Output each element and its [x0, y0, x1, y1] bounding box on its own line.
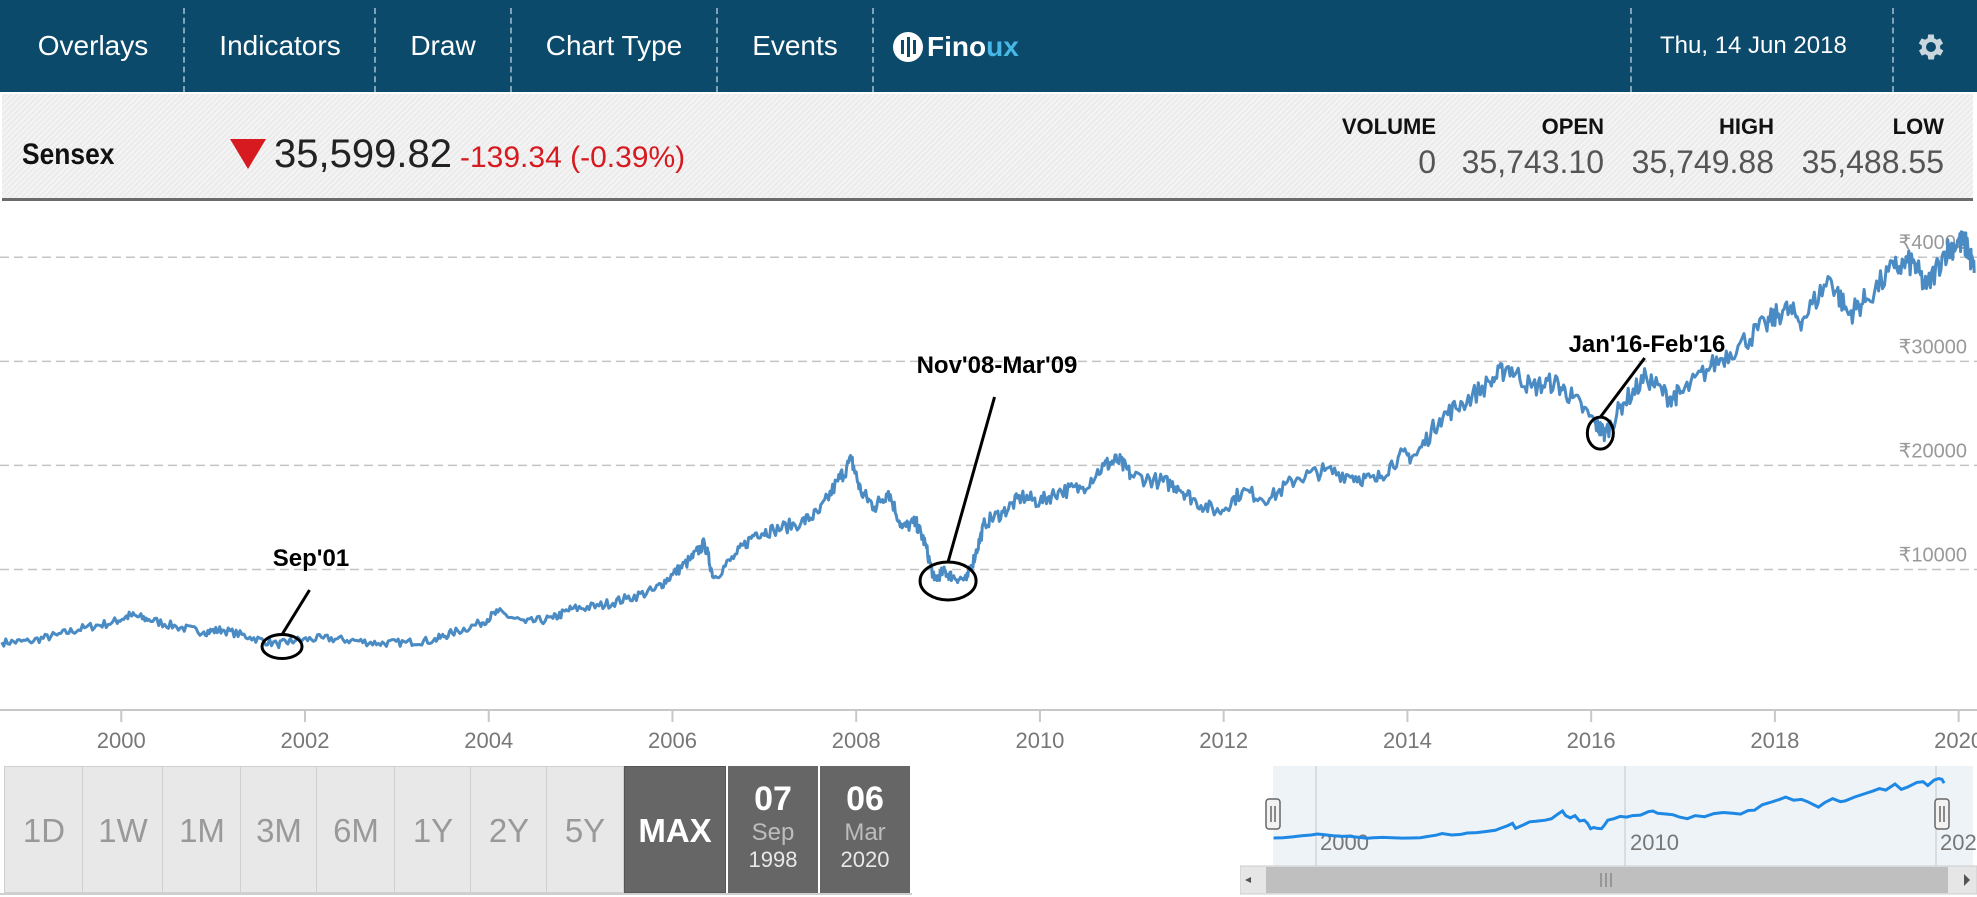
menu-overlays[interactable]: Overlays [37, 30, 149, 61]
menu-chart-type[interactable]: Chart Type [545, 30, 683, 61]
annotation-label: Jan'16-Feb'16 [1569, 331, 1726, 358]
stat-label-open: OPEN [1541, 114, 1604, 139]
scroll-left-icon[interactable] [1245, 877, 1251, 883]
to-month: Mar [844, 819, 886, 846]
top-nav: Overlays Indicators Draw Chart Type Even… [0, 0, 1977, 92]
range-1m-button[interactable]: 1M [162, 766, 242, 893]
quote-bar: Sensex 35,599.82 -139.34 (-0.39%) VOLUME… [2, 94, 1973, 201]
nav-divider [183, 8, 185, 92]
logo-text: Fino [927, 31, 987, 62]
nav-divider [1630, 8, 1632, 92]
x-tick-label: 2000 [97, 728, 146, 753]
y-tick-label: ₹10000 [1899, 544, 1967, 566]
range-to-date[interactable]: 06 Mar 2020 [820, 766, 910, 893]
x-tick-label: 2014 [1383, 728, 1432, 753]
nav-divider [1892, 8, 1894, 92]
x-tick-label: 2006 [648, 728, 697, 753]
menu-events[interactable]: Events [752, 30, 838, 61]
x-tick-label: 2008 [832, 728, 881, 753]
range-1w-button[interactable]: 1W [82, 766, 164, 893]
annotation-circle [918, 560, 978, 602]
navigator-label: 2010 [1630, 830, 1679, 855]
x-tick-label: 2004 [464, 728, 513, 753]
stat-label-high: HIGH [1719, 114, 1774, 139]
from-month: Sep [751, 819, 795, 846]
last-price: 35,599.82 [274, 132, 452, 176]
menu-indicators[interactable]: Indicators [219, 30, 341, 61]
range-from-date[interactable]: 07 Sep 1998 [728, 766, 818, 893]
y-tick-label: ₹30000 [1899, 336, 1967, 358]
x-tick-label: 2016 [1567, 728, 1616, 753]
annotation-pointer [280, 589, 311, 636]
annotation-circle [260, 633, 304, 661]
series-line [0, 230, 1976, 650]
navigator-label: 202 [1940, 830, 1977, 855]
annotation-label: Nov'08-Mar'09 [917, 352, 1078, 379]
annotation-label: Sep'01 [273, 545, 349, 572]
range-2y-button[interactable]: 2Y [470, 766, 548, 893]
down-arrow-icon [230, 139, 266, 169]
stat-value-high: 35,749.88 [1631, 144, 1774, 180]
symbol-name: Sensex [22, 138, 115, 171]
price-change: -139.34 (-0.39%) [460, 141, 686, 174]
left-handle[interactable] [1265, 798, 1281, 830]
range-3m-button[interactable]: 3M [240, 766, 318, 893]
gear-icon[interactable] [1914, 30, 1948, 64]
range-6m-button[interactable]: 6M [316, 766, 396, 893]
x-tick-label: 2018 [1750, 728, 1799, 753]
stat-value-volume: 0 [1418, 144, 1436, 180]
scrollbar-grip-icon [1600, 873, 1612, 887]
price-chart[interactable]: ₹10000₹20000₹30000₹40000 2000 2002 2004 200… [0, 200, 1977, 760]
from-day: 07 [754, 780, 792, 818]
to-year: 2020 [840, 847, 890, 872]
annotation-circle [1585, 415, 1615, 451]
x-tick-label: 2010 [1015, 728, 1064, 753]
scrollbar-thumb[interactable] [1266, 867, 1948, 893]
range-max-button[interactable]: MAX [624, 766, 726, 893]
x-tick-label: 2020 [1934, 728, 1977, 753]
annotation-pointer [946, 396, 996, 563]
range-divider [0, 893, 912, 895]
current-date: Thu, 14 Jun 2018 [1660, 32, 1847, 59]
scroll-right-icon[interactable] [1964, 874, 1970, 886]
menu-draw[interactable]: Draw [410, 30, 476, 61]
nav-divider [872, 8, 874, 92]
stat-value-open: 35,743.10 [1461, 144, 1604, 180]
annotation-pointer [1599, 357, 1646, 419]
range-1d-button[interactable]: 1D [4, 766, 84, 893]
stat-label-low: LOW [1892, 114, 1944, 139]
y-tick-label: ₹20000 [1899, 440, 1967, 462]
from-year: 1998 [748, 847, 798, 872]
logo-text-accent: ux [986, 31, 1019, 62]
nav-divider [716, 8, 718, 92]
x-tick-label: 2012 [1199, 728, 1248, 753]
stat-value-low: 35,488.55 [1801, 144, 1944, 180]
navigator-line [1273, 777, 1946, 840]
stat-label-volume: VOLUME [1341, 114, 1436, 139]
to-day: 06 [846, 780, 884, 818]
right-handle[interactable] [1934, 798, 1950, 830]
logo-mark-icon [893, 32, 923, 62]
range-navigator[interactable]: 2000 2010 202 [1240, 766, 1977, 896]
finoux-logo: Fino ux [893, 30, 1019, 64]
nav-divider [510, 8, 512, 92]
x-tick-label: 2002 [281, 728, 330, 753]
range-1y-button[interactable]: 1Y [394, 766, 472, 893]
nav-divider [374, 8, 376, 92]
range-5y-button[interactable]: 5Y [546, 766, 624, 893]
